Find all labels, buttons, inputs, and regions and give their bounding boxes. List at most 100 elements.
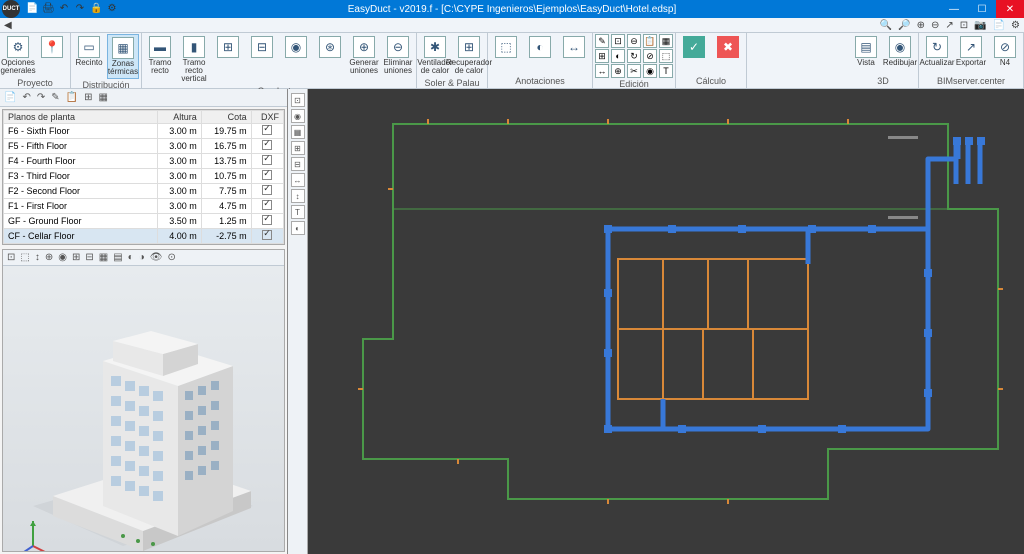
ribbon-button[interactable]: ⚙Opciones generales <box>2 34 34 77</box>
dxf-checkbox[interactable] <box>262 200 272 210</box>
close-button[interactable]: ✕ <box>996 0 1024 18</box>
ribbon-button[interactable]: ⊟ <box>246 34 278 60</box>
plan-tool-icon[interactable]: T <box>291 205 305 219</box>
ribbon-button[interactable]: ↻Actualizar <box>921 34 953 69</box>
maximize-button[interactable]: ☐ <box>968 0 996 18</box>
3d-tool-icon[interactable]: ◉ <box>58 252 67 263</box>
ribbon-button[interactable]: ⊛ <box>314 34 346 60</box>
ribbon-button[interactable]: ▭Recinto <box>73 34 105 69</box>
floor-row[interactable]: F4 - Fourth Floor3.00 m13.75 m <box>4 154 284 169</box>
edit-tool-icon[interactable]: ⊞ <box>595 49 609 63</box>
floor-row[interactable]: F3 - Third Floor3.00 m10.75 m <box>4 169 284 184</box>
floor-row[interactable]: CF - Cellar Floor4.00 m-2.75 m <box>4 229 284 244</box>
floor-row[interactable]: F5 - Fifth Floor3.00 m16.75 m <box>4 139 284 154</box>
edit-tool-icon[interactable]: ↻ <box>627 49 641 63</box>
panel-tool-icon[interactable]: ↶ <box>22 92 30 103</box>
dxf-checkbox[interactable] <box>262 170 272 180</box>
ribbon-button[interactable]: ▬Tramo recto <box>144 34 176 77</box>
panel-tool-icon[interactable]: ↷ <box>37 92 45 103</box>
view-tool-icon[interactable]: 🔍 <box>880 20 892 31</box>
ribbon-button[interactable]: ✖ <box>712 34 744 60</box>
ribbon-button[interactable]: ⊖Eliminar uniones <box>382 34 414 77</box>
qat-icon[interactable]: ↶ <box>58 3 70 15</box>
dxf-checkbox[interactable] <box>262 215 272 225</box>
qat-icon[interactable]: 📄 <box>26 3 38 15</box>
plan-tool-icon[interactable]: ▦ <box>291 125 305 139</box>
ribbon-button[interactable]: ▮Tramo recto vertical <box>178 34 210 85</box>
3d-tool-icon[interactable]: ⊟ <box>85 252 93 263</box>
edit-tool-icon[interactable]: ⊕ <box>611 64 625 78</box>
floor-row[interactable]: F6 - Sixth Floor3.00 m19.75 m <box>4 124 284 139</box>
3d-tool-icon[interactable]: ⊙ <box>167 252 175 263</box>
edit-tool-icon[interactable]: ↔ <box>595 64 609 78</box>
3d-tool-icon[interactable]: 👁 <box>150 252 163 263</box>
dxf-checkbox[interactable] <box>262 185 272 195</box>
dxf-checkbox[interactable] <box>262 125 272 135</box>
dxf-checkbox[interactable] <box>262 140 272 150</box>
view-tool-icon[interactable]: 🔎 <box>898 20 910 31</box>
3d-tool-icon[interactable]: ↕ <box>35 252 40 263</box>
3d-tool-icon[interactable]: ⊡ <box>7 252 15 263</box>
3d-tool-icon[interactable]: ◑ <box>139 252 145 263</box>
3d-tool-icon[interactable]: ⬚ <box>20 252 29 263</box>
qat-icon[interactable]: ⚙ <box>106 3 118 15</box>
ribbon-button[interactable]: ◐ <box>524 34 556 60</box>
view-tool-icon[interactable]: ↗ <box>945 20 953 31</box>
ribbon-button[interactable]: ↔ <box>558 34 590 60</box>
floor-row[interactable]: F1 - First Floor3.00 m4.75 m <box>4 199 284 214</box>
edit-tool-icon[interactable]: ⊖ <box>627 34 641 48</box>
view-tool-icon[interactable]: ⊖ <box>931 20 939 31</box>
ribbon-button[interactable]: ◉ <box>280 34 312 60</box>
view-tool-icon[interactable]: 📄 <box>993 20 1005 31</box>
edit-tool-icon[interactable]: ◐ <box>611 49 625 63</box>
floor-row[interactable]: GF - Ground Floor3.50 m1.25 m <box>4 214 284 229</box>
edit-tool-icon[interactable]: ⊡ <box>611 34 625 48</box>
edit-tool-icon[interactable]: ✂ <box>627 64 641 78</box>
3d-view[interactable]: ⊡ ⬚ ↕ ⊕ ◉ ⊞ ⊟ ▦ ▤ ◐ ◑ 👁 ⊙ <box>2 249 285 552</box>
dxf-checkbox[interactable] <box>262 230 272 240</box>
3d-tool-icon[interactable]: ▤ <box>113 252 122 263</box>
panel-tool-icon[interactable]: ▦ <box>98 92 107 103</box>
edit-tool-icon[interactable]: ▦ <box>659 34 673 48</box>
plan-tool-icon[interactable]: ◐ <box>291 221 305 235</box>
ribbon-button[interactable]: ▦Zonas térmicas <box>107 34 139 79</box>
back-icon[interactable]: ◀ <box>4 20 12 31</box>
3d-tool-icon[interactable]: ▦ <box>99 252 108 263</box>
view-tool-icon[interactable]: ⚙ <box>1011 20 1020 31</box>
ribbon-button[interactable]: ⊕Generar uniones <box>348 34 380 77</box>
dxf-checkbox[interactable] <box>262 155 272 165</box>
plan-view[interactable]: ▬▬▬▬▬▬ <box>308 89 1024 554</box>
floors-table[interactable]: Planos de plantaAlturaCotaDXF F6 - Sixth… <box>3 110 284 244</box>
ribbon-button[interactable]: ▤Vista <box>850 34 882 69</box>
ribbon-button[interactable]: ✓ <box>678 34 710 60</box>
panel-tool-icon[interactable]: 📋 <box>66 92 78 103</box>
minimize-button[interactable]: — <box>940 0 968 18</box>
ribbon-button[interactable]: ↗Exportar <box>955 34 987 69</box>
view-tool-icon[interactable]: 📷 <box>974 20 986 31</box>
panel-tool-icon[interactable]: ⊞ <box>84 92 92 103</box>
qat-icon[interactable]: ↷ <box>74 3 86 15</box>
qat-icon[interactable]: 🖨 <box>42 3 54 15</box>
3d-tool-icon[interactable]: ◐ <box>128 252 134 263</box>
plan-tool-icon[interactable]: ⊞ <box>291 141 305 155</box>
plan-tool-icon[interactable]: ⊟ <box>291 157 305 171</box>
edit-tool-icon[interactable]: ✎ <box>595 34 609 48</box>
ribbon-button[interactable]: ⊞ <box>212 34 244 60</box>
3d-tool-icon[interactable]: ⊕ <box>45 252 53 263</box>
qat-icon[interactable]: 🔒 <box>90 3 102 15</box>
plan-tool-icon[interactable]: ◉ <box>291 109 305 123</box>
ribbon-button[interactable]: ⬚ <box>490 34 522 60</box>
3d-tool-icon[interactable]: ⊞ <box>72 252 80 263</box>
ribbon-button[interactable]: ⊘N4 <box>989 34 1021 69</box>
plan-tool-icon[interactable]: ↔ <box>291 173 305 187</box>
ribbon-button[interactable]: 📍 <box>36 34 68 60</box>
ribbon-button[interactable]: ◉Redibujar <box>884 34 916 69</box>
panel-tool-icon[interactable]: 📄 <box>4 92 16 103</box>
floor-row[interactable]: F2 - Second Floor3.00 m7.75 m <box>4 184 284 199</box>
edit-tool-icon[interactable]: 📋 <box>643 34 657 48</box>
edit-tool-icon[interactable]: ◉ <box>643 64 657 78</box>
plan-tool-icon[interactable]: ⊡ <box>291 93 305 107</box>
edit-tool-icon[interactable]: ⊘ <box>643 49 657 63</box>
panel-tool-icon[interactable]: ✎ <box>51 92 59 103</box>
edit-tool-icon[interactable]: ⬚ <box>659 49 673 63</box>
